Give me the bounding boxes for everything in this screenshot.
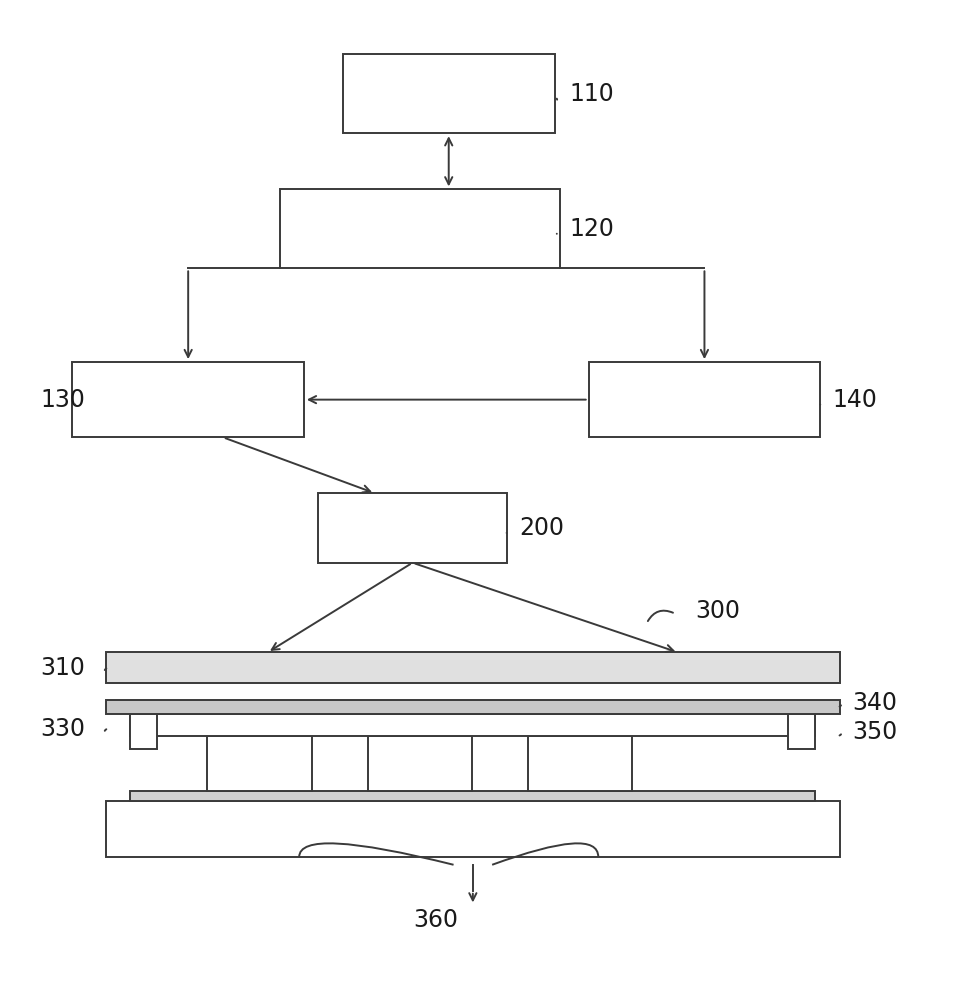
Text: 120: 120 (569, 217, 615, 241)
Bar (106, 801, 840, 857)
Text: 200: 200 (519, 516, 565, 540)
Bar (589, 362, 820, 437)
Bar (130, 791, 815, 801)
Bar (280, 189, 560, 268)
Text: 350: 350 (852, 720, 897, 744)
Bar (528, 736, 632, 791)
Bar (106, 652, 840, 683)
Bar (368, 736, 472, 791)
Text: 360: 360 (413, 908, 458, 932)
Text: 140: 140 (833, 388, 878, 412)
Text: 110: 110 (569, 82, 614, 106)
Bar (130, 714, 815, 736)
Bar (207, 736, 312, 791)
Bar (343, 54, 555, 133)
Text: 300: 300 (695, 599, 740, 623)
Text: 130: 130 (41, 388, 86, 412)
Bar (318, 493, 507, 563)
Bar (106, 700, 840, 714)
Text: 340: 340 (852, 691, 897, 715)
Bar (130, 714, 157, 749)
Text: 310: 310 (41, 656, 86, 680)
Bar (72, 362, 304, 437)
Text: 330: 330 (41, 717, 86, 741)
Bar (788, 714, 815, 749)
